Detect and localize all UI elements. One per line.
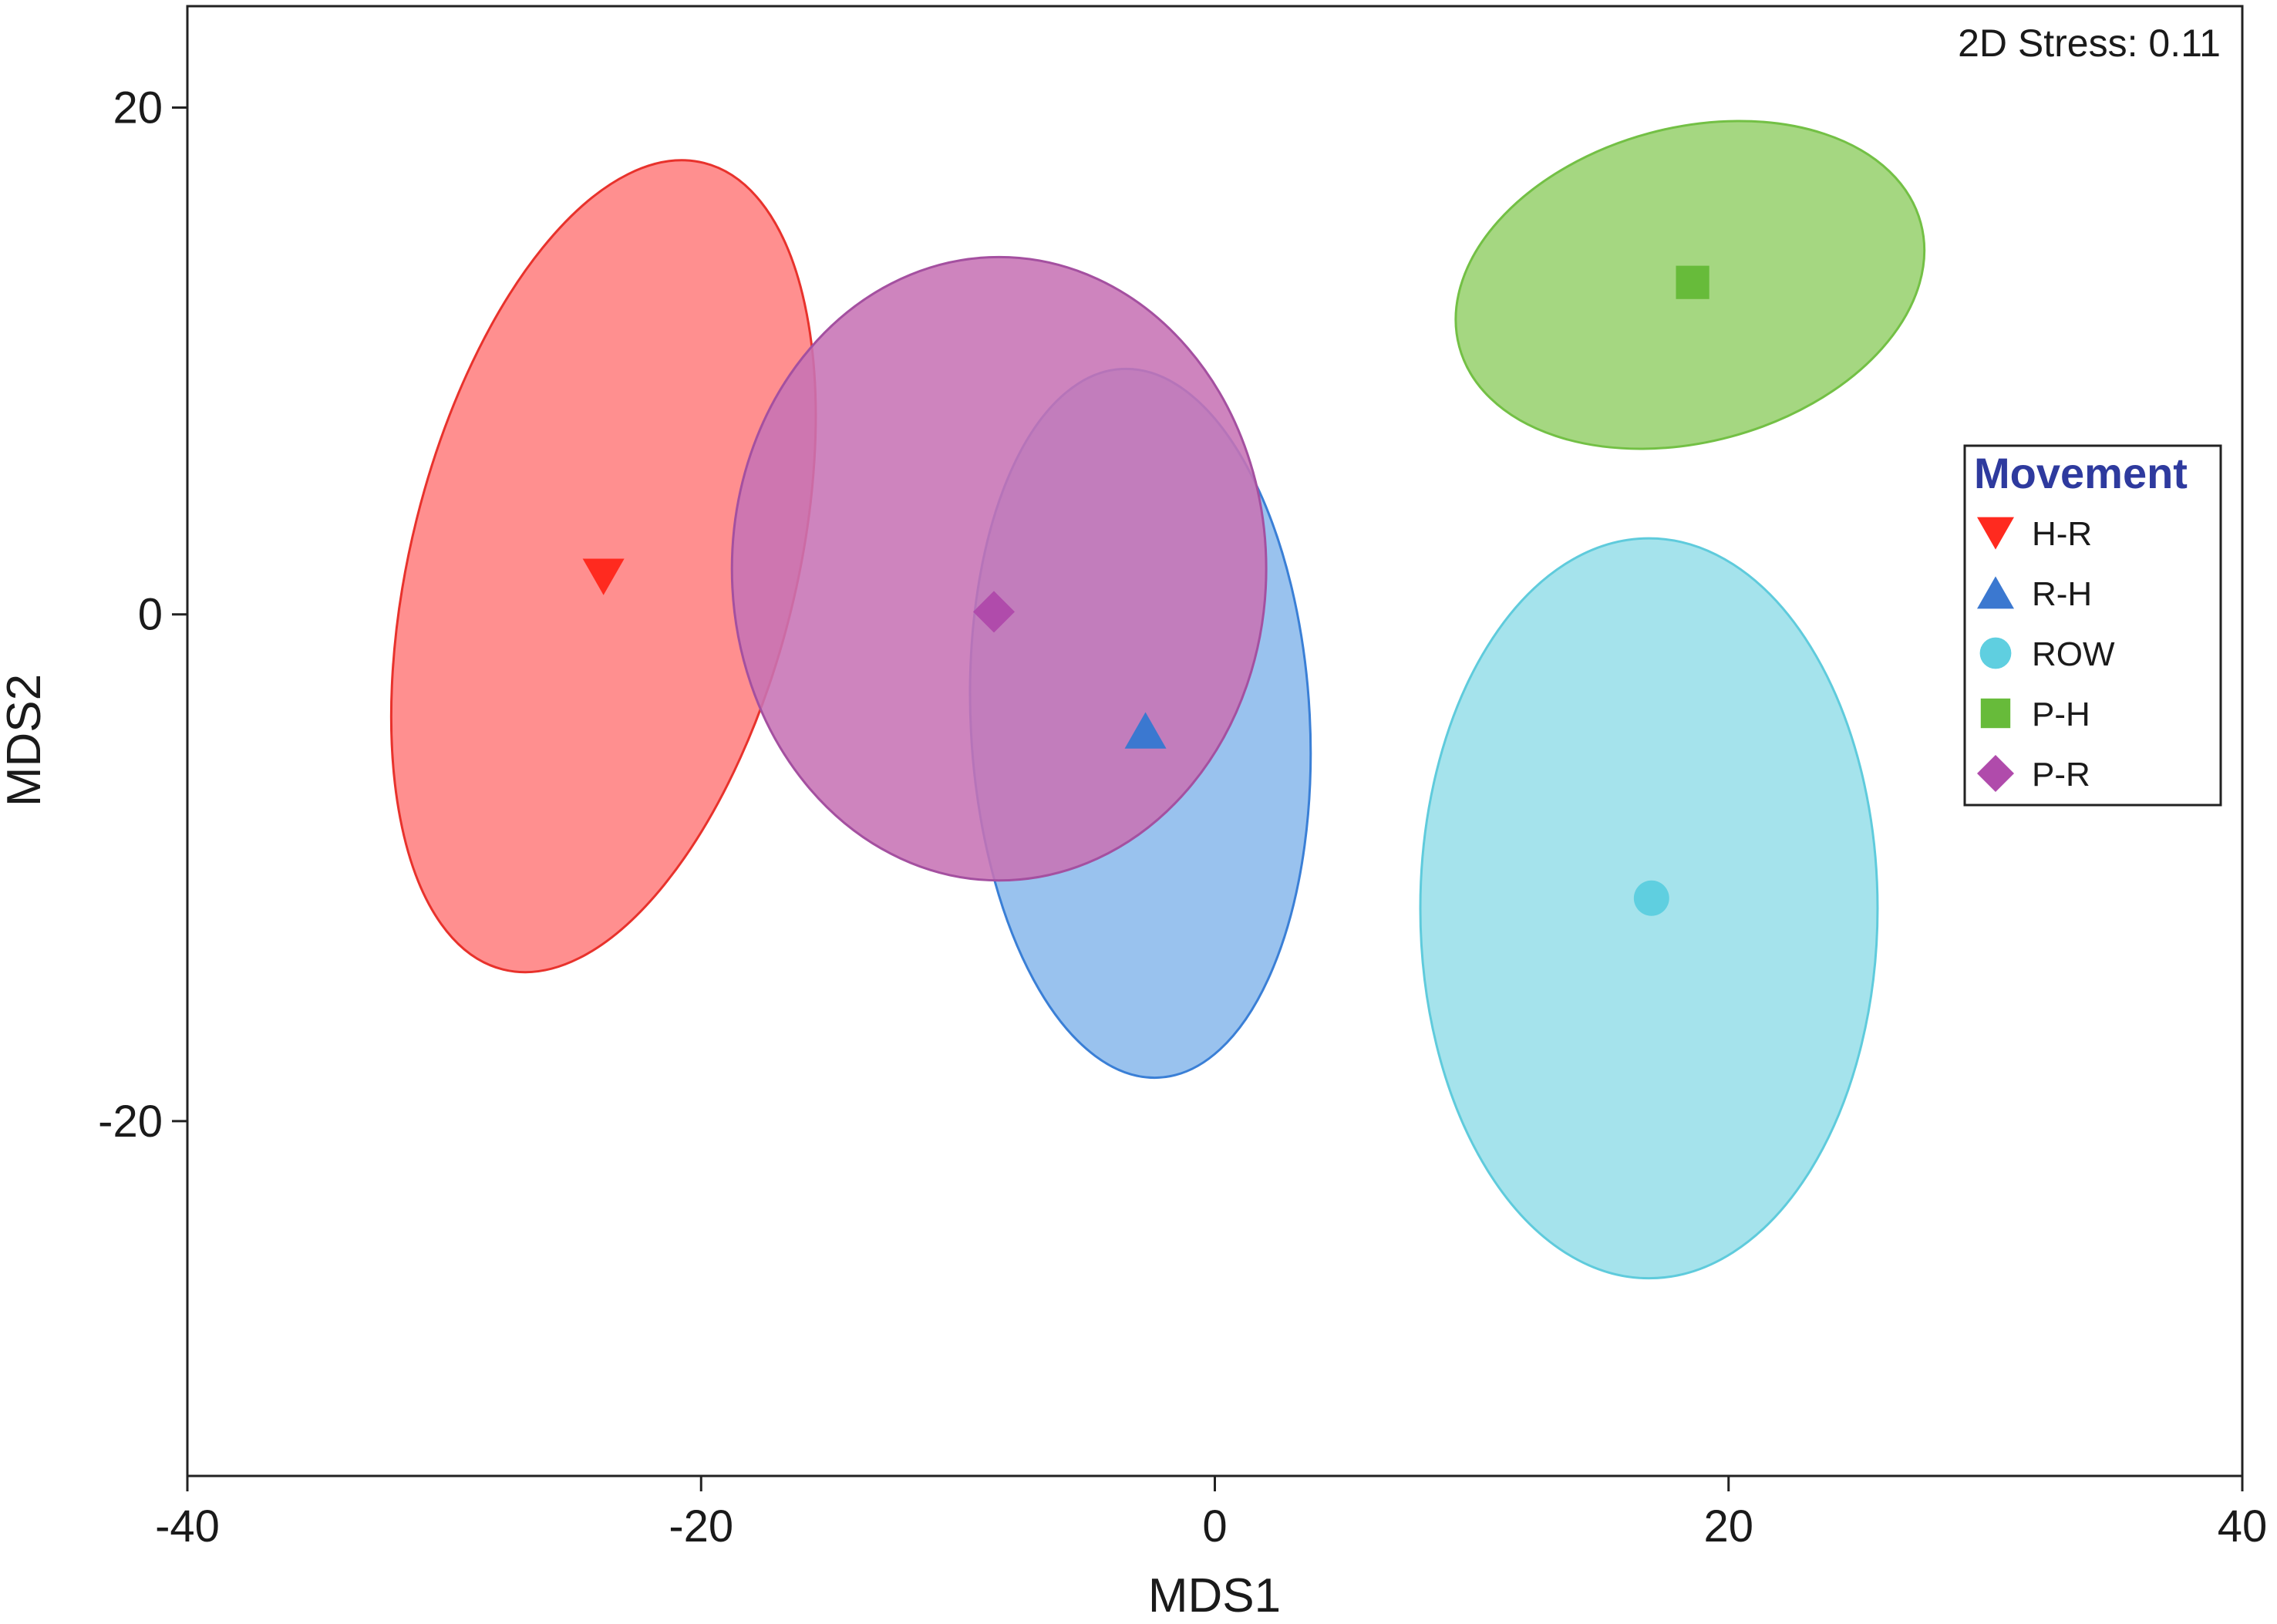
legend-item-p-h: P-H xyxy=(1980,696,2090,733)
legend-item-p-r: P-R xyxy=(1977,755,2090,793)
legend: Movement H-R R-H ROW P-H P-R xyxy=(1963,444,2222,807)
marker-row xyxy=(1633,880,1669,916)
y-axis-title: MDS2 xyxy=(0,674,51,807)
x-tick-label: -20 xyxy=(669,1501,733,1552)
legend-item-h-r: H-R xyxy=(1977,515,2092,553)
legend-item-r-h: R-H xyxy=(1977,575,2092,613)
ellipse-p-r xyxy=(730,255,1268,882)
x-tick-label: 40 xyxy=(2218,1501,2268,1552)
legend-item-row: ROW xyxy=(1979,635,2115,673)
stress-annotation: 2D Stress: 0.11 xyxy=(1958,22,2221,65)
legend-label: ROW xyxy=(2032,635,2115,673)
marker-r-h xyxy=(1124,712,1167,749)
marker-p-r xyxy=(973,591,1016,633)
marker-h-r xyxy=(582,558,625,595)
tick-layer: -40 -20 0 20 40 -20 0 20 xyxy=(98,83,2267,1552)
legend-marker-row xyxy=(1979,637,2012,669)
marker-p-h xyxy=(1676,265,1709,299)
y-tick-label: 20 xyxy=(113,83,163,133)
y-tick-label: 0 xyxy=(138,590,163,640)
x-tick-label: 0 xyxy=(1202,1501,1227,1552)
x-tick-label: 20 xyxy=(1703,1501,1753,1552)
legend-label: H-R xyxy=(2032,515,2092,553)
legend-items: H-R R-H ROW P-H P-R xyxy=(1977,515,2115,793)
legend-title: Movement xyxy=(1974,449,2188,497)
marker-layer xyxy=(582,265,1709,916)
legend-marker-p-h xyxy=(1980,698,2011,729)
y-tick-label: -20 xyxy=(98,1097,163,1147)
legend-label: P-R xyxy=(2032,756,2090,793)
x-axis-title: MDS1 xyxy=(1148,1569,1281,1622)
legend-label: R-H xyxy=(2032,575,2092,613)
x-tick-label: -40 xyxy=(155,1501,220,1552)
legend-label: P-H xyxy=(2032,696,2090,733)
legend-marker-r-h xyxy=(1977,576,2014,609)
legend-marker-p-r xyxy=(1977,755,2014,792)
legend-marker-h-r xyxy=(1977,517,2014,550)
legend-box xyxy=(1963,444,2222,807)
